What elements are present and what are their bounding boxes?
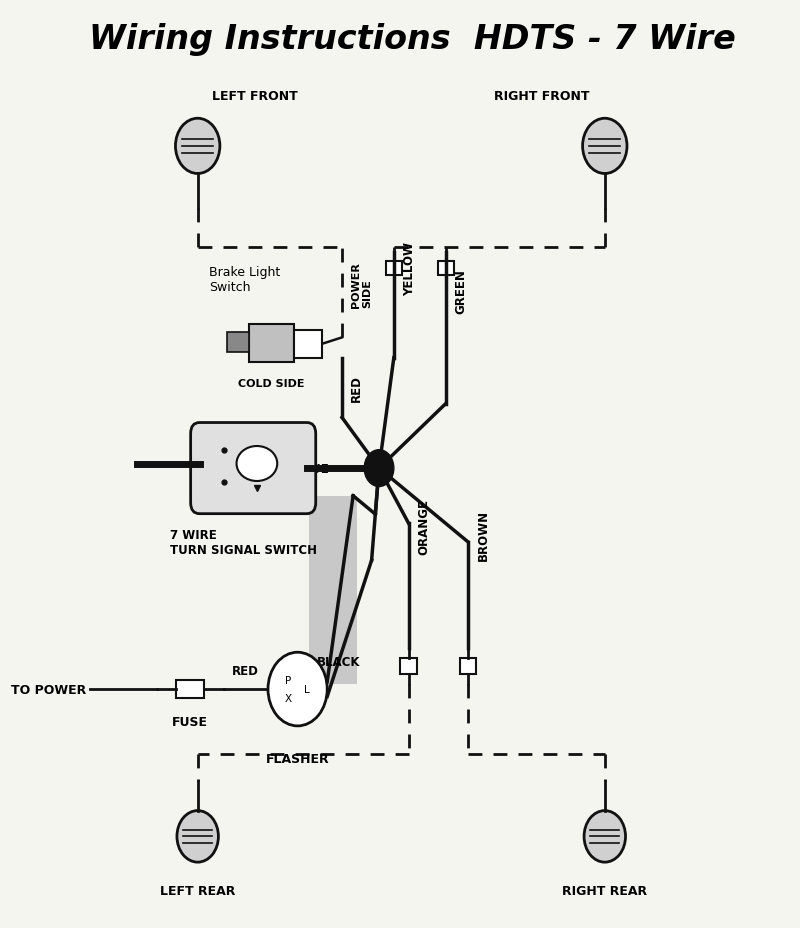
Text: FUSE: FUSE (172, 715, 208, 728)
Text: TO POWER: TO POWER (11, 683, 86, 696)
FancyBboxPatch shape (250, 324, 294, 363)
Text: 7 WIRE
TURN SIGNAL SWITCH: 7 WIRE TURN SIGNAL SWITCH (170, 528, 317, 557)
Text: POWER
SIDE: POWER SIDE (351, 262, 373, 307)
Text: BLUE: BLUE (295, 463, 330, 476)
Bar (386, 262, 402, 276)
Text: ORANGE: ORANGE (418, 498, 430, 554)
Text: LEFT REAR: LEFT REAR (160, 884, 235, 897)
Text: L: L (304, 684, 310, 694)
Text: P: P (285, 676, 291, 685)
Circle shape (584, 811, 626, 862)
Bar (309, 496, 357, 685)
Text: Brake Light
Switch: Brake Light Switch (209, 266, 280, 294)
Text: FLASHER: FLASHER (266, 752, 330, 765)
Bar (401, 658, 417, 675)
Text: YELLOW: YELLOW (402, 241, 416, 295)
FancyBboxPatch shape (294, 330, 322, 358)
Text: BROWN: BROWN (477, 509, 490, 561)
Text: RED: RED (232, 664, 259, 677)
Text: RED: RED (350, 375, 362, 402)
Text: X: X (285, 693, 291, 703)
Text: LEFT FRONT: LEFT FRONT (213, 90, 298, 103)
FancyBboxPatch shape (227, 332, 250, 353)
Text: Wiring Instructions  HDTS - 7 Wire: Wiring Instructions HDTS - 7 Wire (89, 22, 736, 56)
Bar (438, 262, 454, 276)
Bar (176, 680, 204, 699)
FancyBboxPatch shape (190, 423, 316, 514)
Circle shape (364, 450, 394, 487)
Text: COLD SIDE: COLD SIDE (238, 379, 305, 389)
Text: BLACK: BLACK (317, 655, 360, 668)
Circle shape (175, 119, 220, 174)
Ellipse shape (237, 446, 278, 482)
Circle shape (177, 811, 218, 862)
Text: GREEN: GREEN (454, 269, 467, 314)
Circle shape (268, 652, 327, 726)
Circle shape (582, 119, 627, 174)
Text: RIGHT REAR: RIGHT REAR (562, 884, 647, 897)
Text: RIGHT FRONT: RIGHT FRONT (494, 90, 590, 103)
Bar (460, 658, 476, 675)
